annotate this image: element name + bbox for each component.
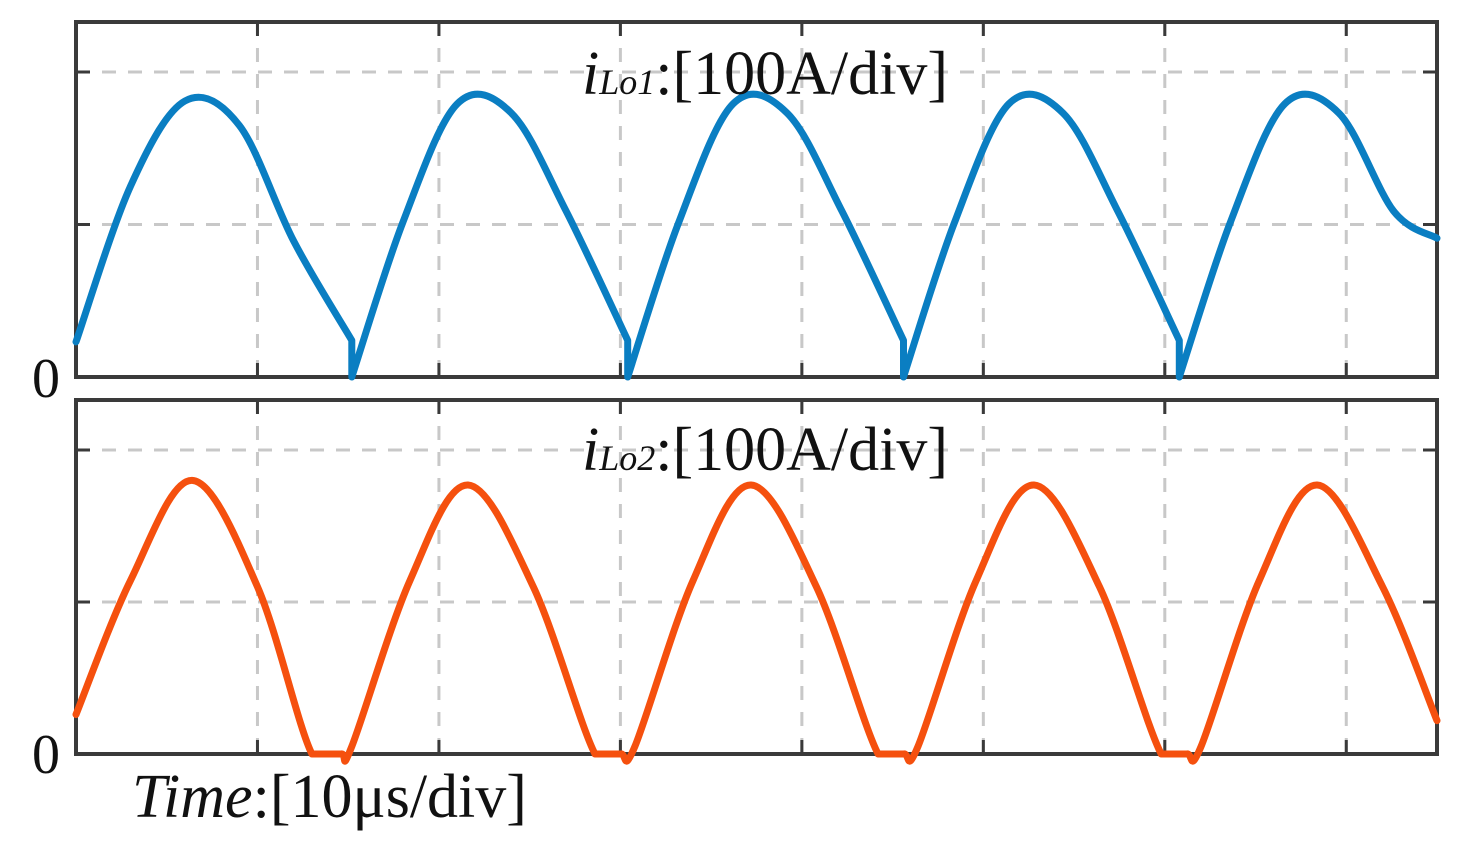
ilo1-frame: [74, 20, 1439, 379]
time-axis-label: Time:[10μs/div]: [132, 763, 527, 831]
ilo2-label-sub: Lo2: [598, 438, 655, 478]
ilo1-label-scale: :[100A/div]: [655, 40, 948, 108]
ilo2-frame: [74, 398, 1439, 756]
ilo2-trace: [72, 476, 1441, 765]
ilo1-label-sub: Lo1: [598, 62, 655, 102]
ilo2-zero-label: 0: [32, 724, 60, 786]
time-axis-label-scale: :[10μs/div]: [253, 763, 527, 831]
ilo2-label-scale: :[100A/div]: [655, 416, 948, 484]
ilo2-panel: iLo2:[100A/div] 0: [32, 398, 1441, 786]
ilo1-label-var: i: [582, 40, 599, 108]
ilo1-ticks: [76, 22, 1437, 377]
ilo2-label: iLo2:[100A/div]: [582, 416, 948, 484]
ilo1-zero-label: 0: [32, 348, 60, 410]
ilo2-grid: [76, 400, 1437, 754]
ilo1-panel: iLo1:[100A/div] 0: [32, 20, 1441, 410]
ilo1-trace: [72, 90, 1441, 381]
ilo2-ticks: [76, 400, 1437, 754]
ilo2-label-var: i: [582, 416, 599, 484]
time-axis-label-var: Time: [132, 763, 253, 831]
ilo1-label: iLo1:[100A/div]: [582, 40, 948, 108]
ilo1-grid: [76, 22, 1437, 377]
